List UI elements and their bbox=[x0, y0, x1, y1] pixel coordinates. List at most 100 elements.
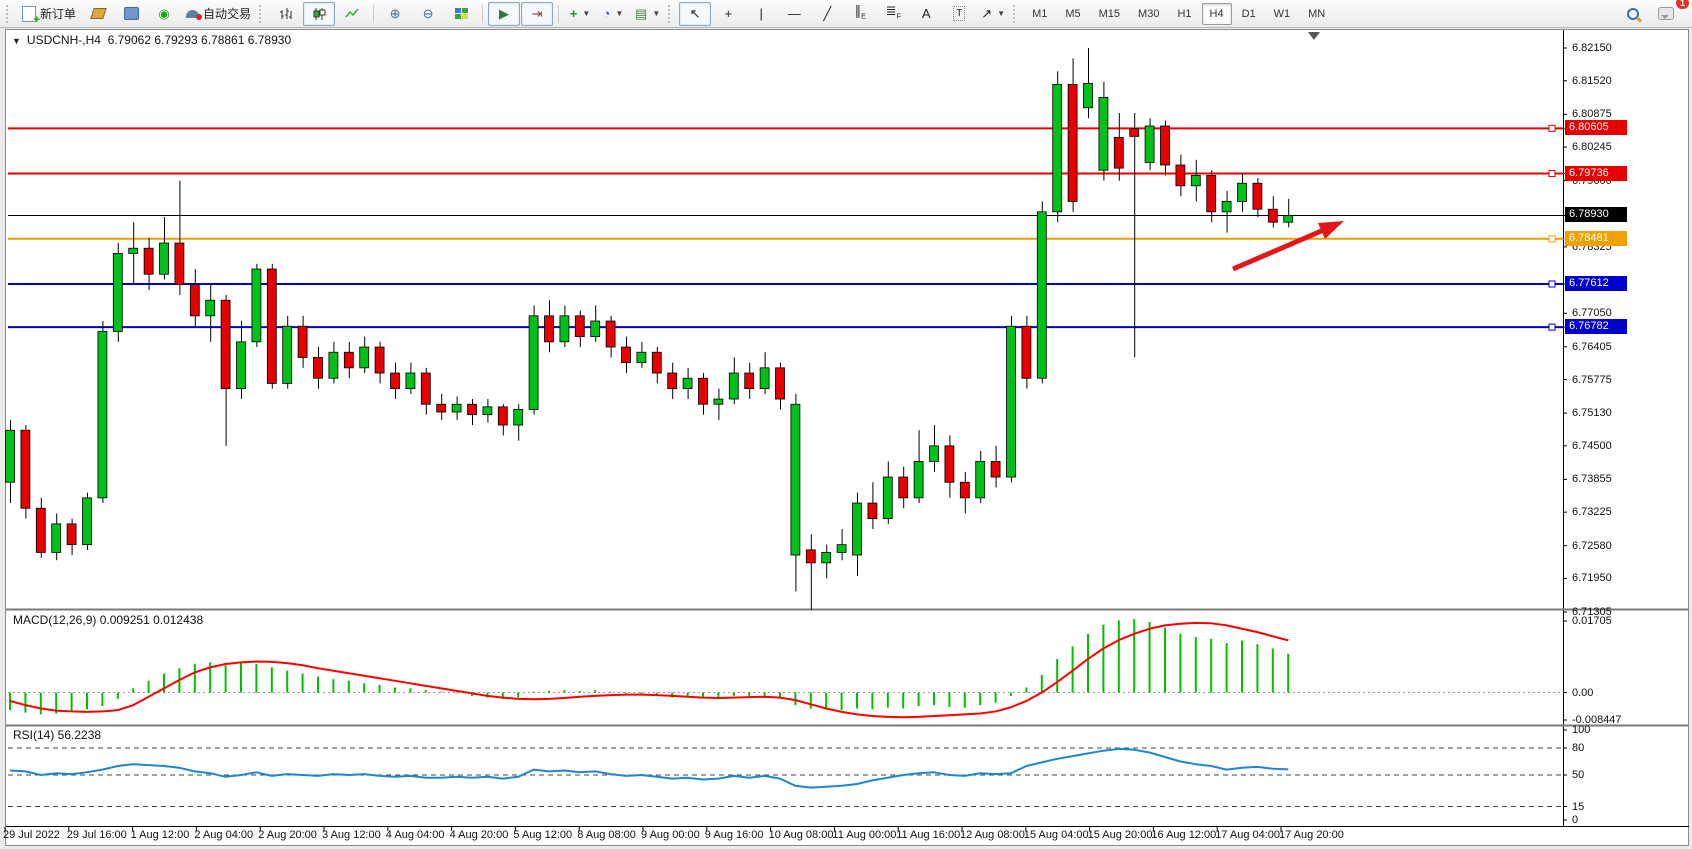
candle[interactable] bbox=[1129, 128, 1140, 137]
candle[interactable] bbox=[82, 497, 92, 546]
bar-chart-button[interactable] bbox=[270, 2, 302, 26]
candle[interactable] bbox=[436, 403, 447, 413]
candle[interactable] bbox=[1113, 137, 1124, 169]
candle[interactable] bbox=[1190, 175, 1201, 187]
candle[interactable] bbox=[282, 325, 293, 384]
candle[interactable] bbox=[128, 247, 139, 254]
candle[interactable] bbox=[1144, 125, 1155, 163]
autotrading-button[interactable]: 自动交易 bbox=[181, 2, 256, 26]
periods-button[interactable]: ◔ ▼ bbox=[597, 2, 629, 26]
candle[interactable] bbox=[236, 341, 246, 390]
candle[interactable] bbox=[867, 502, 878, 520]
candle[interactable] bbox=[898, 476, 909, 499]
timeframe-m15[interactable]: M15 bbox=[1098, 7, 1121, 20]
candle[interactable] bbox=[112, 253, 123, 332]
candle[interactable] bbox=[667, 372, 678, 390]
annotation-arrow-line[interactable] bbox=[1232, 226, 1327, 272]
candle[interactable] bbox=[1067, 84, 1078, 202]
candle[interactable] bbox=[1283, 215, 1294, 223]
candle[interactable] bbox=[1083, 82, 1093, 109]
candle[interactable] bbox=[497, 406, 508, 426]
candlestick-chart-button[interactable] bbox=[303, 1, 336, 26]
text-label-button[interactable]: T bbox=[943, 2, 975, 26]
candle[interactable] bbox=[313, 357, 323, 379]
timeframe-h4[interactable]: H4 bbox=[1201, 2, 1232, 25]
horizontal-line-button[interactable]: — bbox=[778, 2, 810, 26]
candle[interactable] bbox=[1267, 208, 1278, 223]
level-handle[interactable] bbox=[1548, 170, 1556, 178]
timeframe-m1[interactable]: M1 bbox=[1032, 7, 1048, 20]
candle[interactable] bbox=[35, 507, 46, 553]
candle[interactable] bbox=[805, 549, 816, 564]
candle[interactable] bbox=[266, 268, 277, 384]
new-order-button[interactable]: + 新订单 bbox=[17, 2, 81, 26]
candle[interactable] bbox=[1052, 84, 1063, 213]
candle[interactable] bbox=[759, 367, 770, 390]
candle[interactable] bbox=[143, 247, 154, 275]
candle[interactable] bbox=[1252, 182, 1263, 210]
candle[interactable] bbox=[698, 377, 708, 405]
zoom-out-button[interactable]: ⊖ bbox=[412, 2, 444, 26]
candle[interactable] bbox=[20, 429, 31, 509]
candle[interactable] bbox=[544, 315, 554, 343]
candle[interactable] bbox=[51, 523, 62, 553]
candle[interactable] bbox=[728, 372, 739, 400]
candle[interactable] bbox=[1036, 211, 1047, 379]
candle[interactable] bbox=[1221, 201, 1232, 213]
candle[interactable] bbox=[744, 372, 755, 390]
candle[interactable] bbox=[66, 523, 77, 546]
candle[interactable] bbox=[605, 320, 616, 348]
profile-button[interactable] bbox=[115, 2, 147, 26]
candle[interactable] bbox=[790, 403, 801, 556]
candle[interactable] bbox=[636, 351, 647, 364]
candle[interactable] bbox=[467, 403, 477, 416]
chart-shift-marker[interactable] bbox=[1308, 32, 1320, 40]
candle[interactable] bbox=[405, 372, 416, 390]
candle[interactable] bbox=[528, 315, 539, 410]
candle[interactable] bbox=[482, 406, 493, 416]
candle[interactable] bbox=[159, 242, 169, 275]
candle[interactable] bbox=[975, 461, 986, 499]
styler-button[interactable] bbox=[82, 2, 114, 26]
candle[interactable] bbox=[390, 372, 400, 390]
tile-windows-button[interactable] bbox=[445, 2, 477, 26]
timeframe-mn[interactable]: MN bbox=[1308, 7, 1326, 20]
trendline-button[interactable]: ╱ bbox=[811, 2, 843, 26]
candle[interactable] bbox=[1206, 175, 1217, 213]
candle[interactable] bbox=[913, 461, 924, 499]
candle[interactable] bbox=[944, 445, 955, 483]
candle[interactable] bbox=[220, 299, 231, 390]
timeframe-m30[interactable]: M30 bbox=[1138, 7, 1160, 20]
level-handle[interactable] bbox=[1548, 235, 1556, 243]
search-button[interactable] bbox=[1617, 2, 1649, 26]
candle[interactable] bbox=[882, 476, 893, 520]
candle[interactable] bbox=[651, 351, 662, 374]
level-handle[interactable] bbox=[1548, 124, 1556, 132]
channel-button[interactable]: ∥E bbox=[844, 2, 876, 26]
zoom-in-button[interactable]: ⊕ bbox=[379, 2, 411, 26]
text-button[interactable]: A bbox=[910, 2, 942, 26]
candle[interactable] bbox=[343, 351, 354, 369]
candle[interactable] bbox=[929, 445, 939, 462]
candle[interactable] bbox=[1006, 325, 1016, 478]
candle[interactable] bbox=[1021, 325, 1032, 379]
candle[interactable] bbox=[590, 320, 601, 338]
timeframe-h1[interactable]: H1 bbox=[1177, 7, 1192, 20]
candle[interactable] bbox=[621, 346, 631, 364]
candle[interactable] bbox=[5, 429, 15, 483]
candle[interactable] bbox=[359, 346, 370, 369]
candle[interactable] bbox=[1098, 97, 1109, 171]
candle[interactable] bbox=[990, 461, 1001, 478]
candle[interactable] bbox=[513, 409, 524, 426]
timeframe-w1[interactable]: W1 bbox=[1273, 7, 1291, 20]
vertical-line-button[interactable]: | bbox=[745, 2, 777, 26]
candle[interactable] bbox=[682, 377, 693, 390]
crosshair-button[interactable]: + bbox=[712, 2, 744, 26]
timeframe-m5[interactable]: M5 bbox=[1065, 7, 1081, 20]
chart-window[interactable] bbox=[5, 29, 1689, 846]
fibonacci-button[interactable]: ≣F bbox=[877, 2, 909, 26]
candle[interactable] bbox=[97, 331, 108, 499]
alerts-button[interactable]: ◉ bbox=[148, 2, 180, 26]
cursor-button[interactable]: ↖ bbox=[679, 1, 712, 26]
